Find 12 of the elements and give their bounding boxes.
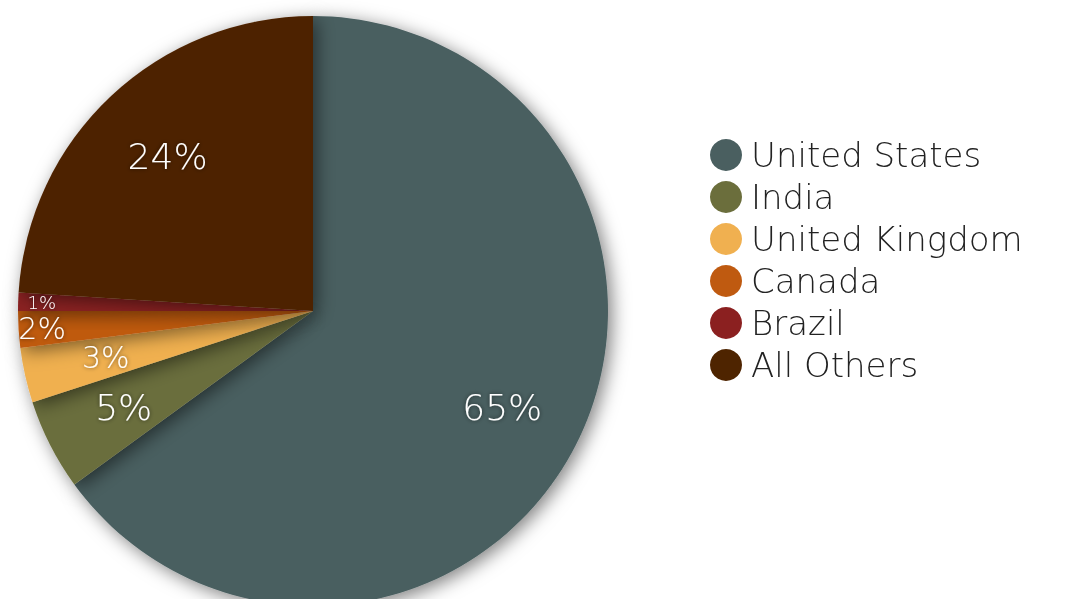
data-label: 3% [81,339,130,375]
legend-label: India [751,177,835,217]
data-label: 2% [18,310,66,346]
legend-label: Brazil [751,303,845,343]
data-label: 5% [95,386,153,428]
legend-label: Canada [751,261,881,301]
data-label: 65% [462,386,543,428]
legend-label: All Others [751,345,919,385]
data-label: 1% [27,291,57,313]
data-label: 24% [127,135,208,177]
legend-label: United Kingdom [751,219,1023,259]
legend-label: United States [751,135,982,175]
